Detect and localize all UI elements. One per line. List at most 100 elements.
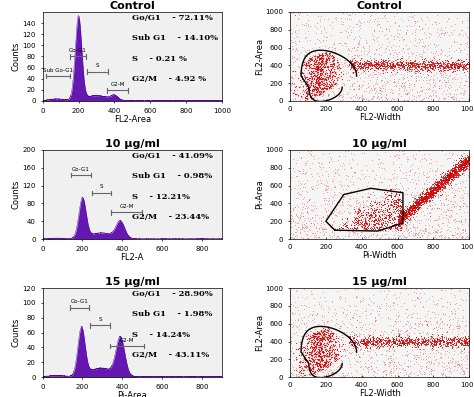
Point: [297, 90, 304, 96]
Point: [448, 359, 456, 366]
Point: [449, 175, 457, 181]
Point: [414, 205, 421, 212]
Point: [301, 52, 309, 58]
Point: [424, 336, 432, 342]
Point: [344, 225, 352, 231]
Point: [378, 15, 386, 21]
Point: [460, 161, 468, 168]
Point: [402, 60, 410, 66]
Point: [385, 370, 392, 376]
Point: [375, 178, 383, 185]
Point: [366, 346, 374, 353]
Point: [462, 62, 470, 68]
Point: [443, 177, 451, 183]
Point: [374, 334, 381, 340]
Point: [395, 330, 402, 337]
Point: [395, 361, 403, 368]
Point: [425, 62, 433, 69]
Point: [452, 203, 460, 209]
Point: [447, 54, 455, 60]
Point: [346, 333, 354, 339]
Point: [445, 175, 452, 181]
Point: [433, 336, 440, 343]
Point: [438, 355, 445, 361]
Point: [329, 58, 337, 64]
Point: [385, 339, 392, 345]
Point: [457, 158, 465, 164]
Point: [314, 74, 322, 80]
Point: [301, 351, 309, 358]
Point: [382, 214, 389, 220]
Point: [290, 68, 297, 74]
Point: [465, 92, 473, 98]
Point: [427, 194, 434, 200]
Point: [459, 164, 467, 171]
Point: [442, 208, 450, 214]
Point: [435, 338, 442, 344]
Point: [405, 199, 413, 205]
Point: [367, 341, 374, 347]
Point: [457, 165, 465, 171]
Point: [453, 218, 460, 225]
Point: [420, 179, 428, 186]
Point: [373, 60, 380, 67]
Point: [456, 338, 463, 344]
Point: [376, 62, 384, 69]
Point: [440, 64, 447, 71]
Point: [310, 335, 317, 342]
Point: [438, 202, 445, 208]
Point: [396, 202, 404, 208]
Point: [413, 224, 421, 231]
Point: [449, 341, 457, 347]
Point: [446, 64, 453, 70]
Point: [460, 163, 468, 169]
Point: [324, 304, 332, 310]
Point: [461, 235, 469, 241]
Point: [444, 17, 451, 24]
Point: [310, 83, 317, 89]
Point: [316, 56, 324, 62]
Point: [403, 213, 410, 220]
Point: [320, 335, 328, 341]
Point: [433, 181, 441, 187]
Point: [301, 62, 309, 68]
Point: [333, 233, 341, 239]
Point: [392, 335, 399, 341]
Point: [427, 206, 435, 212]
Point: [302, 362, 310, 368]
Point: [315, 357, 323, 364]
Point: [375, 200, 383, 207]
Point: [318, 70, 325, 77]
Point: [356, 39, 363, 45]
Point: [383, 35, 391, 42]
Point: [306, 351, 313, 358]
Point: [381, 358, 388, 365]
Point: [403, 156, 411, 162]
Point: [359, 96, 366, 102]
Point: [303, 209, 311, 215]
Point: [307, 311, 314, 317]
Point: [395, 34, 402, 40]
Point: [359, 324, 366, 330]
Point: [405, 373, 413, 379]
Point: [354, 224, 361, 231]
Point: [356, 40, 363, 47]
Point: [328, 83, 336, 89]
Point: [447, 198, 455, 204]
Point: [328, 338, 336, 345]
Point: [301, 214, 309, 221]
Point: [325, 347, 333, 354]
Y-axis label: Pi-Area: Pi-Area: [255, 180, 264, 209]
Point: [398, 55, 405, 62]
Point: [321, 64, 328, 70]
Point: [441, 64, 449, 70]
Point: [396, 147, 403, 154]
Point: [415, 201, 423, 207]
Point: [442, 235, 449, 241]
Point: [315, 343, 322, 350]
Point: [313, 54, 320, 61]
Point: [381, 340, 389, 347]
Point: [337, 92, 344, 98]
Point: [296, 215, 303, 222]
Point: [348, 349, 356, 355]
